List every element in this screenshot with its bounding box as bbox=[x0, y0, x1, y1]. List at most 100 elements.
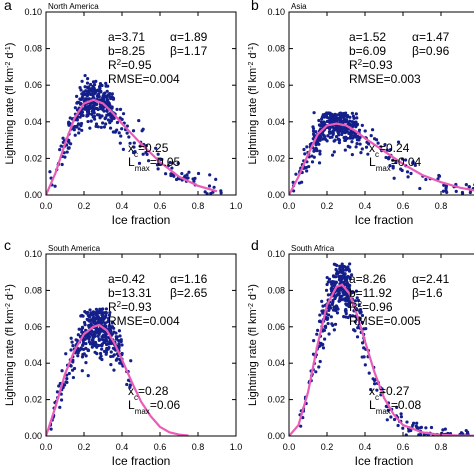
scatter-point bbox=[106, 118, 111, 122]
scatter-point bbox=[336, 271, 340, 276]
y-label-part: ) bbox=[247, 43, 259, 47]
scatter-point bbox=[363, 129, 367, 133]
scatter-point bbox=[91, 339, 95, 343]
scatter-point bbox=[330, 285, 334, 290]
param-beta: β=1.6 bbox=[412, 286, 443, 300]
scatter-point bbox=[335, 126, 340, 130]
scatter-point bbox=[185, 173, 189, 177]
scatter-point bbox=[91, 343, 95, 347]
scatter-point bbox=[392, 176, 396, 180]
scatter-point bbox=[314, 370, 318, 374]
scatter-point bbox=[120, 351, 124, 356]
scatter-point bbox=[101, 121, 105, 125]
x-tick-label: 0.6 bbox=[154, 201, 167, 211]
param-alpha: α=1.89 bbox=[170, 30, 208, 44]
scatter-point bbox=[88, 341, 93, 345]
panel-letter: c bbox=[4, 237, 11, 253]
scatter-point bbox=[350, 273, 354, 277]
scatter-point bbox=[303, 152, 307, 156]
stat-r2: R2=0.96 bbox=[349, 300, 393, 315]
scatter-point bbox=[101, 95, 105, 99]
scatter-point bbox=[95, 315, 99, 319]
scatter-point bbox=[338, 297, 342, 301]
scatter-point bbox=[107, 313, 112, 317]
scatter-point bbox=[214, 177, 218, 181]
x-tick-label: 0.8 bbox=[435, 201, 448, 211]
scatter-point bbox=[196, 171, 201, 176]
scatter-point bbox=[292, 189, 296, 193]
scatter-point bbox=[333, 283, 337, 287]
scatter-point bbox=[85, 81, 90, 85]
scatter-point bbox=[334, 267, 338, 272]
y-tick-label: 0.04 bbox=[24, 117, 42, 127]
scatter-point bbox=[348, 277, 352, 281]
scatter-point bbox=[60, 162, 64, 167]
y-tick-label: 0.00 bbox=[267, 190, 285, 200]
param-beta: β=2.65 bbox=[170, 286, 208, 300]
scatter-point bbox=[312, 111, 316, 115]
scatter-point bbox=[344, 302, 348, 306]
scatter-point bbox=[348, 115, 352, 119]
scatter-point bbox=[372, 137, 377, 141]
scatter-point bbox=[109, 350, 113, 354]
x-tick-label: 0.6 bbox=[397, 201, 410, 211]
scatter-point bbox=[331, 131, 335, 135]
y-label-part: ) bbox=[247, 284, 259, 288]
scatter-point bbox=[405, 420, 409, 424]
scatter-point bbox=[86, 374, 90, 378]
stat-lmax: Lmax=0.04 bbox=[369, 155, 422, 173]
scatter-point bbox=[107, 341, 111, 345]
scatter-point bbox=[156, 167, 160, 171]
scatter-point bbox=[365, 140, 369, 144]
scatter-point bbox=[95, 102, 99, 106]
scatter-point bbox=[101, 307, 105, 311]
scatter-point bbox=[191, 177, 195, 181]
scatter-point bbox=[333, 322, 338, 326]
scatter-point bbox=[334, 135, 339, 139]
scatter-point bbox=[137, 118, 141, 123]
scatter-point bbox=[78, 86, 82, 90]
scatter-point bbox=[207, 184, 212, 188]
panel-letter: a bbox=[4, 0, 12, 13]
scatter-point bbox=[109, 354, 113, 359]
scatter-point bbox=[321, 132, 325, 137]
scatter-point bbox=[323, 112, 327, 116]
scatter-point bbox=[81, 341, 86, 345]
scatter-point bbox=[98, 86, 102, 90]
scatter-point bbox=[406, 175, 410, 179]
scatter-point bbox=[336, 131, 340, 135]
scatter-point bbox=[403, 158, 408, 162]
scatter-point bbox=[81, 339, 85, 343]
scatter-point bbox=[399, 167, 403, 171]
scatter-point bbox=[48, 170, 52, 174]
scatter-point bbox=[176, 161, 180, 165]
scatter-point bbox=[119, 134, 123, 138]
scatter-point bbox=[363, 363, 367, 367]
scatter-point bbox=[369, 134, 373, 138]
scatter-point bbox=[84, 361, 88, 365]
scatter-point bbox=[304, 165, 308, 170]
scatter-point bbox=[346, 275, 350, 279]
y-tick-label: 0.08 bbox=[267, 285, 285, 295]
scatter-point bbox=[103, 340, 107, 345]
scatter-point bbox=[67, 371, 71, 376]
param-beta: β=0.96 bbox=[412, 44, 450, 58]
scatter-point bbox=[84, 89, 88, 93]
scatter-point bbox=[60, 369, 64, 373]
fit-curve bbox=[289, 122, 474, 195]
stat-rmse: RMSE=0.005 bbox=[349, 314, 421, 328]
panel-letter: d bbox=[251, 237, 259, 253]
scatter-point bbox=[187, 170, 191, 174]
scatter-point bbox=[75, 348, 79, 353]
scatter-point bbox=[115, 335, 119, 339]
scatter-point bbox=[88, 126, 92, 130]
y-label-part: Lightning rate (fl km bbox=[4, 68, 16, 165]
scatter-point bbox=[219, 189, 223, 193]
scatter-point bbox=[424, 177, 428, 182]
stat-lmax: Lmax=0.08 bbox=[369, 398, 422, 416]
scatter-point bbox=[366, 152, 370, 156]
scatter-point bbox=[362, 346, 366, 350]
plot-frame bbox=[288, 253, 474, 437]
scatter-point bbox=[359, 150, 363, 155]
scatter-point bbox=[328, 121, 332, 125]
